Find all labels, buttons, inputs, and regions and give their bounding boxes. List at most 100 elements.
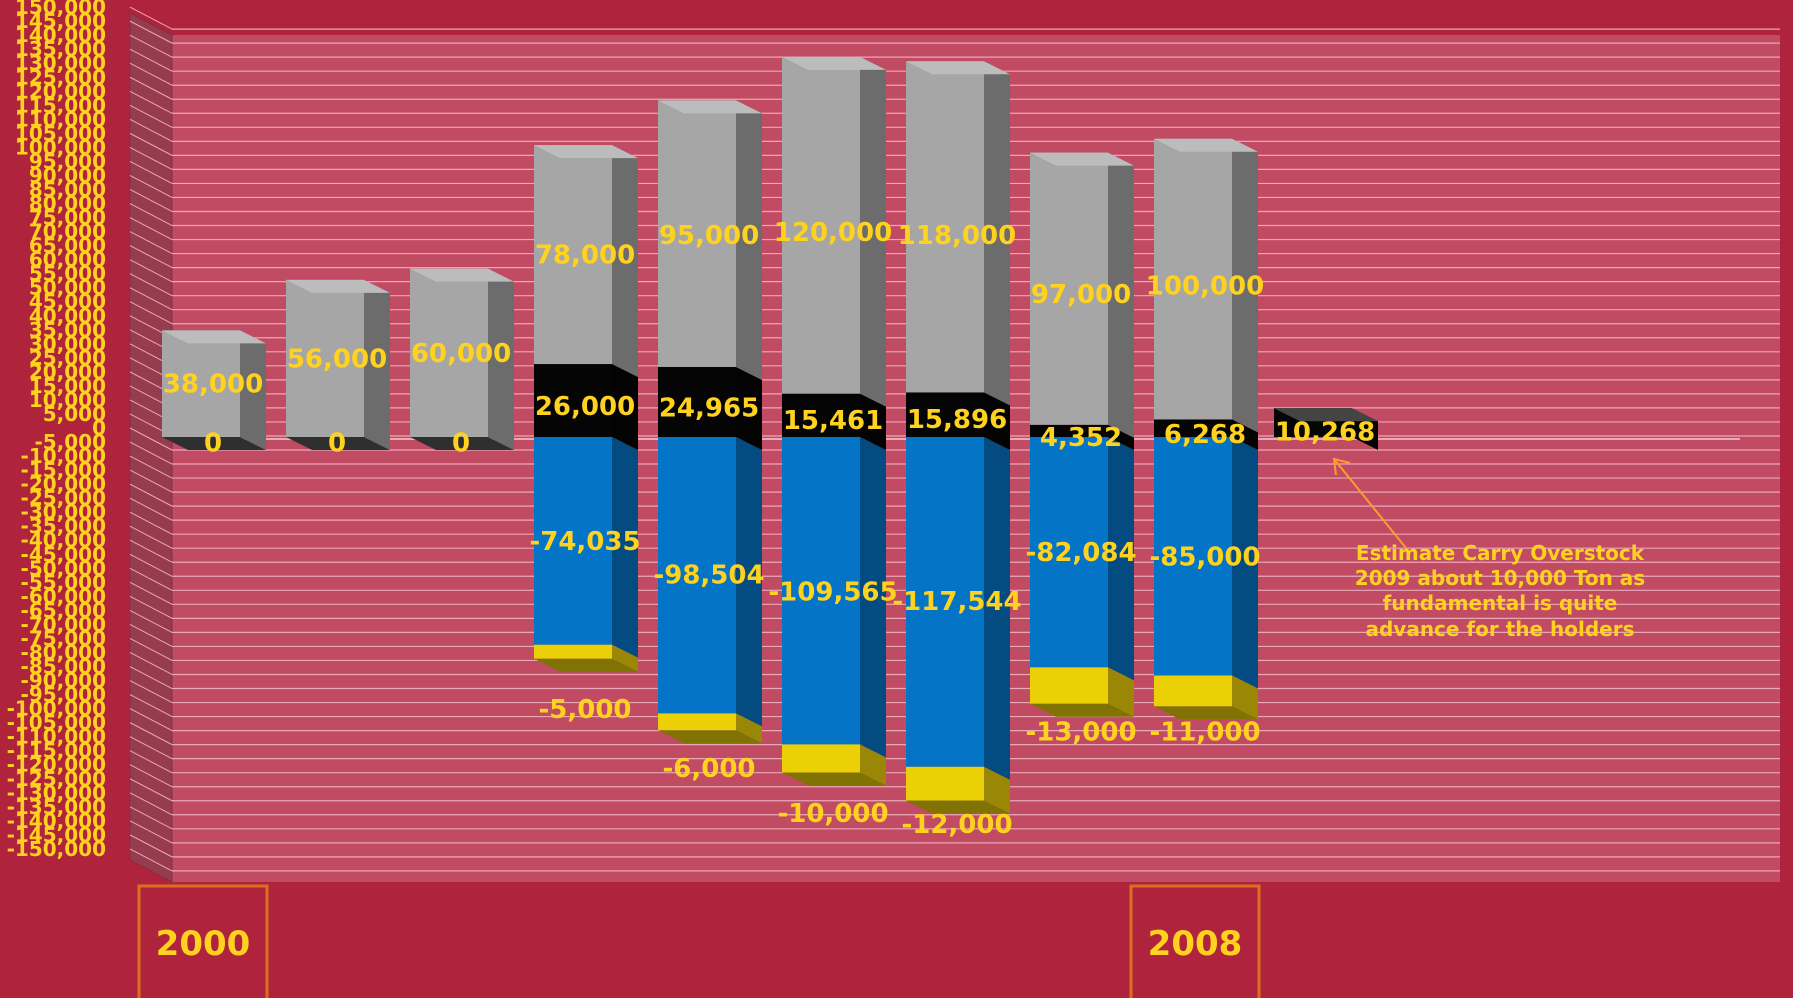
y-tick-label: -130,000: [7, 781, 106, 805]
y-tick-label: -145,000: [7, 823, 106, 847]
side-grid-line: [129, 6, 173, 30]
y-tick-label: -20,000: [21, 472, 106, 496]
y-tick-label: -45,000: [21, 542, 106, 566]
bar-top: [534, 145, 638, 159]
bar-segment-gray: [286, 279, 390, 450]
y-tick-label: 125,000: [15, 65, 106, 89]
y-tick-label: 0: [92, 416, 106, 440]
data-label: 0: [204, 429, 222, 459]
y-tick-label: 80,000: [29, 192, 106, 216]
side-grid-line: [129, 90, 173, 114]
bar-top: [782, 56, 886, 70]
bar-side: [1108, 424, 1134, 450]
bar-segment-gray: [782, 56, 886, 407]
y-tick-label: -105,000: [7, 711, 106, 735]
bar-bottom: [534, 658, 638, 672]
y-tick-label: 60,000: [29, 248, 106, 272]
side-grid-line: [129, 231, 173, 255]
side-grid-line: [129, 736, 173, 760]
bar-segment-gray: [658, 100, 762, 380]
annotation-line-3: fundamental is quite: [1383, 591, 1618, 615]
bar-side: [736, 713, 762, 744]
bar-front: [1154, 138, 1232, 420]
side-grid-line: [129, 567, 173, 591]
side-grid-line: [129, 764, 173, 788]
bar-segment-yellow: [658, 713, 762, 744]
bar-front: [658, 713, 736, 731]
bar-segment-blue: [1030, 437, 1134, 681]
bar-side: [612, 644, 638, 672]
annotation-line-1: Estimate Carry Overstock: [1356, 541, 1645, 565]
data-label: -11,000: [1149, 718, 1260, 748]
side-grid-line: [129, 146, 173, 170]
bar-front: [1030, 437, 1108, 668]
y-tick-label: 145,000: [15, 9, 106, 33]
side-grid-line: [129, 217, 173, 240]
side-grid-line: [129, 118, 173, 142]
bar-segment-yellow: [1154, 675, 1258, 720]
bar-segment-black: [1154, 419, 1258, 450]
bar-bottom: [906, 800, 1010, 814]
data-label: -10,000: [777, 799, 888, 829]
y-tick-label: -110,000: [7, 725, 106, 749]
data-label: -109,565: [768, 577, 897, 607]
data-label: -12,000: [901, 810, 1012, 840]
data-label: -5,000: [538, 695, 631, 725]
y-tick-label: -140,000: [7, 809, 106, 833]
bar-side: [736, 437, 762, 727]
bar-segment-yellow: [906, 766, 1010, 814]
y-tick-label: -40,000: [21, 528, 106, 552]
bar-front: [782, 437, 860, 745]
y-tick-label: 45,000: [29, 290, 106, 314]
data-label: -85,000: [1149, 542, 1260, 572]
y-tick-label: 85,000: [29, 177, 106, 201]
bar-side: [860, 56, 886, 407]
year-marker-label: 2008: [1148, 924, 1243, 964]
bar-segment-blue: [782, 437, 886, 758]
side-grid-line: [129, 203, 173, 226]
y-tick-label: 130,000: [15, 51, 106, 75]
bar-segment-gray: [1030, 152, 1134, 438]
year-marker: 2000: [137, 884, 269, 998]
data-label: 100,000: [1146, 271, 1264, 301]
y-tick-label: 5,000: [43, 402, 106, 426]
side-grid-line: [129, 638, 173, 661]
side-grid-line: [129, 553, 173, 577]
bar-front: [906, 766, 984, 801]
bar-segment-black: [1030, 424, 1134, 450]
y-tick-label: -35,000: [21, 514, 106, 538]
side-grid-line: [129, 175, 173, 198]
data-label: 6,268: [1164, 420, 1246, 450]
data-label: -6,000: [662, 754, 755, 784]
side-grid-line: [129, 609, 173, 633]
bar-bottom: [1030, 703, 1134, 717]
y-tick-label: 10,000: [29, 388, 106, 412]
bar-front: [658, 437, 736, 714]
bar-segment-blue: [534, 437, 638, 658]
annotation: Estimate Carry Overstock 2009 about 10,0…: [1332, 457, 1645, 641]
data-label: 10,268: [1275, 417, 1375, 447]
side-grid-line: [129, 301, 173, 325]
bar-segment-black: [1274, 408, 1378, 450]
y-tick-label: 150,000: [15, 0, 106, 19]
bar-front: [658, 100, 736, 367]
side-grid-line: [129, 694, 173, 718]
side-grid-line: [129, 722, 173, 746]
bar-side: [1232, 437, 1258, 689]
side-grid-line: [129, 427, 173, 451]
data-label: 4,352: [1040, 423, 1122, 453]
bar-front: [534, 145, 612, 365]
data-label: 60,000: [411, 339, 511, 369]
bar-top: [1274, 408, 1378, 422]
bars: [162, 56, 1378, 814]
bar-side: [1232, 675, 1258, 720]
bar-segment-yellow: [534, 644, 638, 672]
side-grid-line: [129, 680, 173, 703]
data-labels: 38,000 0 56,000 0 60,000 0 78,000 26,000 -74,035…: [163, 218, 1375, 840]
data-label: -82,084: [1025, 538, 1136, 568]
bar-side: [984, 766, 1010, 814]
bar-front: [286, 279, 364, 437]
year-marker-label: 2000: [156, 924, 251, 964]
bar-bottom: [1154, 706, 1258, 720]
data-label: 118,000: [898, 221, 1016, 251]
